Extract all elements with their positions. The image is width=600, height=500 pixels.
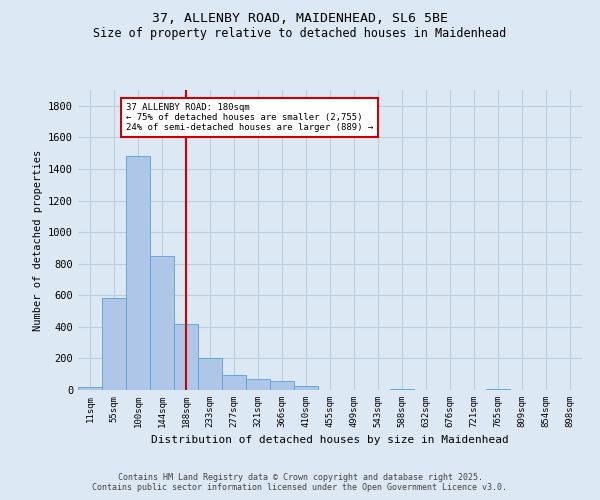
Bar [78, 387, 102, 390]
X-axis label: Distribution of detached houses by size in Maidenhead: Distribution of detached houses by size … [151, 436, 509, 446]
Y-axis label: Number of detached properties: Number of detached properties [32, 150, 43, 330]
Bar [270, 380, 294, 390]
Bar [198, 358, 222, 390]
Bar [150, 256, 174, 390]
Bar [486, 389, 510, 390]
Bar [174, 324, 198, 390]
Bar [102, 298, 126, 390]
Text: 37 ALLENBY ROAD: 180sqm
← 75% of detached houses are smaller (2,755)
24% of semi: 37 ALLENBY ROAD: 180sqm ← 75% of detache… [126, 102, 373, 132]
Bar [126, 156, 150, 390]
Bar [246, 379, 270, 390]
Text: 37, ALLENBY ROAD, MAIDENHEAD, SL6 5BE: 37, ALLENBY ROAD, MAIDENHEAD, SL6 5BE [152, 12, 448, 26]
Text: Contains HM Land Registry data © Crown copyright and database right 2025.
Contai: Contains HM Land Registry data © Crown c… [92, 473, 508, 492]
Text: Size of property relative to detached houses in Maidenhead: Size of property relative to detached ho… [94, 28, 506, 40]
Bar [294, 386, 318, 390]
Bar [390, 389, 414, 390]
Bar [222, 375, 246, 390]
